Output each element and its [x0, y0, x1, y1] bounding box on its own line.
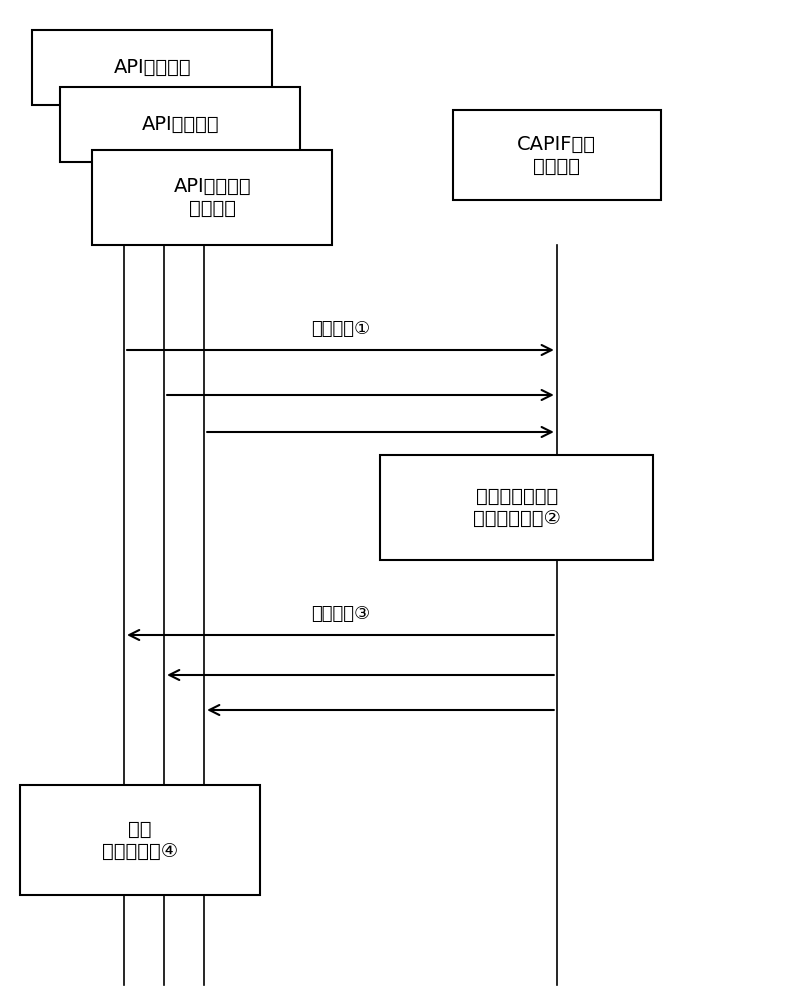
FancyBboxPatch shape — [380, 455, 653, 560]
FancyBboxPatch shape — [60, 87, 300, 162]
Text: API提供者域: API提供者域 — [142, 115, 219, 134]
Text: API提供者域: API提供者域 — [114, 58, 191, 77]
Text: 注册请求①: 注册请求① — [311, 320, 370, 338]
FancyBboxPatch shape — [453, 110, 661, 200]
Text: API提供者域
功能实体: API提供者域 功能实体 — [174, 177, 251, 218]
FancyBboxPatch shape — [92, 150, 332, 245]
Text: CAPIF核心
功能实体: CAPIF核心 功能实体 — [517, 134, 596, 175]
Text: 注册请求的验证
和后续的处理②: 注册请求的验证 和后续的处理② — [473, 487, 561, 528]
Text: 注册
响应的处理④: 注册 响应的处理④ — [102, 820, 179, 860]
FancyBboxPatch shape — [32, 30, 272, 105]
FancyBboxPatch shape — [20, 785, 260, 895]
Text: 注册响应③: 注册响应③ — [311, 605, 370, 623]
